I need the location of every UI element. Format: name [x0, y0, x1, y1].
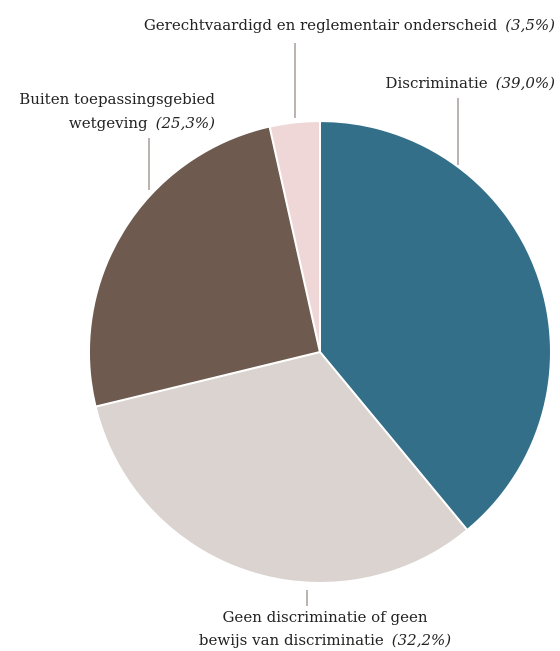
slice-name-text: Discriminatie: [385, 74, 487, 92]
pie-slice-geen-discriminatie: [94, 350, 469, 584]
slice-label-discriminatie: Discriminatie (39,0%): [385, 74, 555, 92]
slice-name-text: Geen discriminatie of geen: [222, 608, 427, 626]
slice-label-geen-discriminatie-line-1: Geen discriminatie of geen: [222, 608, 427, 626]
slice-label-gerechtvaardigd-onderscheid: Gerechtvaardigd en reglementair ondersch…: [144, 16, 555, 34]
slice-value-label: (39,0%): [496, 74, 556, 92]
slice-label-buiten-toepassingsgebied-line-1: Buiten toepassingsgebied: [19, 90, 215, 108]
slice-name-text: wetgeving: [69, 114, 148, 132]
leader-lines: [148, 43, 459, 606]
slice-labels: Discriminatie (39,0%) Geen discriminatie o…: [19, 16, 555, 649]
slice-value-label: (25,3%): [156, 114, 216, 132]
pie-slice-gerechtvaardigd-onderscheid: [268, 119, 321, 353]
pie-slice-buiten-toepassingsgebied: [88, 125, 322, 408]
slice-value-label: (32,2%): [392, 631, 452, 649]
slice-name-text: Buiten toepassingsgebied: [19, 90, 215, 108]
slice-value-label: (3,5%): [505, 16, 555, 34]
pie-slices: [88, 119, 552, 584]
slice-name-text: Gerechtvaardigd en reglementair ondersch…: [144, 16, 498, 34]
slice-label-geen-discriminatie-line-2: bewijs van discriminatie (32,2%): [199, 631, 451, 649]
slice-label-buiten-toepassingsgebied-line-2: wetgeving (25,3%): [69, 114, 215, 132]
pie-slice-discriminatie: [319, 119, 552, 532]
slice-name-text: bewijs van discriminatie: [199, 631, 384, 649]
